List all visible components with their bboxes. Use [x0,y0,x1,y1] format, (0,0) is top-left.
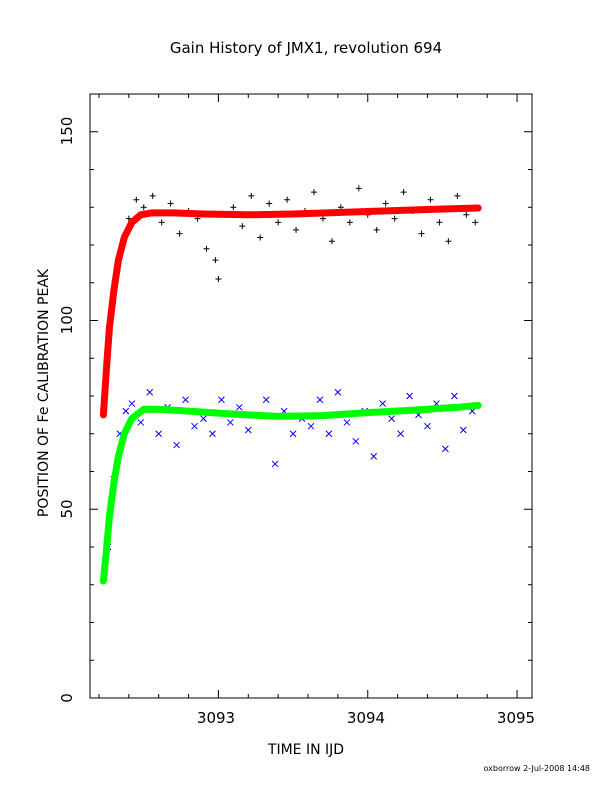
series-0-point-10 [167,200,174,207]
series-0-point-28 [319,215,326,222]
series-2-point-29 [352,437,360,445]
series-0-point-8 [149,192,156,199]
x-tick-label-3093: 3093 [197,709,235,727]
chart-title: Gain History of JMX1, revolution 694 [170,39,442,57]
series-0-point-25 [293,226,300,233]
series-2-point-22 [289,430,297,438]
series-2-point-15 [227,419,234,426]
y-tick-label-150: 150 [58,117,76,146]
series-2-point-34 [397,430,404,438]
series-0-point-23 [275,219,282,226]
series-0-point-37 [400,189,407,196]
series-2-point-25 [316,396,324,404]
series-0-point-34 [373,226,380,233]
series-0-point-18 [230,204,237,211]
footer-stamp: oxborrow 2-Jul-2008 14:48 [483,764,590,773]
series-0-point-21 [257,234,264,241]
axis-ticks [90,94,532,699]
series-0-point-40 [427,196,434,203]
series-0-point-27 [310,189,317,196]
series-2-point-16 [235,403,243,411]
series-0-point-24 [284,196,291,203]
plot-frame [89,93,533,699]
series-2-point-40 [450,392,458,400]
series-2-point-19 [262,396,270,404]
data-layer [99,185,482,585]
series-2-point-37 [424,422,431,430]
series-0-point-6 [133,196,140,203]
y-tick-label-0: 0 [58,693,76,703]
series-0-point-39 [418,230,425,237]
series-3-fit-line [99,401,482,585]
series-1-fit-line [99,204,482,419]
series-2-point-12 [200,415,207,423]
series-0-point-42 [445,238,452,245]
series-0-point-16 [215,275,222,282]
series-0-point-19 [239,223,246,230]
series-0-point-35 [382,200,389,207]
series-0-point-22 [266,200,273,207]
series-2-point-9 [173,441,180,449]
series-0-point-9 [158,219,165,226]
series-0-point-29 [328,238,335,245]
series-2-point-24 [307,422,315,430]
y-tick-label-100: 100 [58,306,76,335]
series-2-point-39 [442,445,449,453]
series-0-point-20 [248,192,255,199]
series-2-point-13 [209,430,216,438]
series-2-point-31 [370,453,378,460]
y-axis-label: POSITION OF Fe CALIBRATION PEAK [36,268,52,517]
series-0-point-32 [355,185,362,192]
series-2-point-26 [325,430,333,438]
series-0-point-41 [436,219,443,226]
series-0-point-36 [391,215,398,222]
series-2-point-14 [218,396,225,404]
series-2-point-10 [182,396,189,404]
series-0-point-31 [346,219,353,226]
series-2-point-35 [406,392,413,400]
series-0-point-14 [203,245,210,252]
x-axis-label: TIME IN IJD [267,742,344,758]
series-0-point-7 [140,204,147,211]
series-0-point-11 [176,230,183,237]
series-2-point-32 [379,400,387,407]
series-2-point-20 [271,460,279,468]
series-2-point-33 [388,415,395,423]
series-0-point-44 [463,211,470,218]
series-2-point-4 [128,400,136,407]
series-2-point-6 [146,388,154,396]
series-2-point-41 [459,426,467,434]
series-0-point-15 [212,257,219,264]
series-2-point-28 [343,419,351,426]
series-2-point-11 [191,422,198,430]
y-tick-label-50: 50 [58,499,76,518]
series-0-point-45 [472,219,479,226]
series-2-point-5 [137,419,145,426]
series-2-point-7 [155,430,163,438]
series-0-point-43 [454,192,461,199]
series-2-point-17 [244,426,252,434]
series-2-point-27 [334,388,342,396]
series-2-point-3 [122,407,130,415]
x-tick-label-3095: 3095 [497,709,535,727]
x-tick-label-3094: 3094 [347,709,385,727]
